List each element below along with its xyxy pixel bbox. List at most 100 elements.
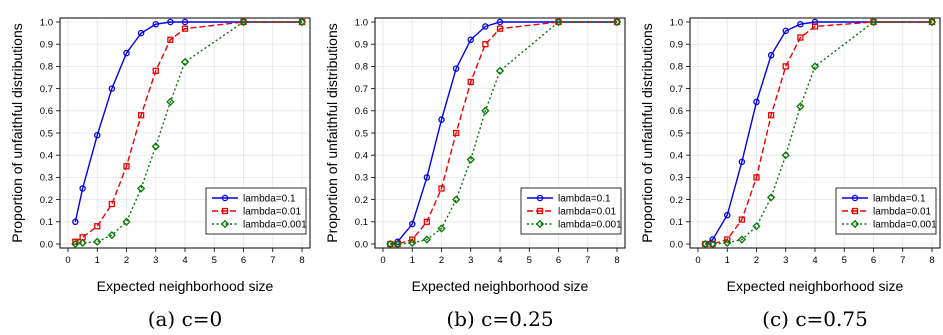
y-tick-label: 0.9	[355, 40, 368, 51]
data-point	[496, 18, 504, 26]
legend-label: lambda=0.1	[873, 194, 926, 205]
series-line	[390, 21, 617, 245]
data-point	[452, 129, 460, 137]
legend-marker	[221, 194, 229, 202]
y-axis-label: Proportion of unfaithful distributions	[324, 23, 340, 242]
legend-marker	[850, 219, 860, 229]
data-point	[467, 78, 474, 86]
data-point	[554, 17, 563, 27]
panel-caption: (b) c=0.25	[446, 307, 553, 331]
data-point	[94, 223, 101, 230]
y-tick-label: 0.5	[40, 128, 53, 139]
legend: lambda=0.1 lambda=0.01 lambda=0.001	[835, 187, 937, 235]
data-point	[408, 238, 417, 248]
data-point	[466, 155, 475, 164]
data-point	[180, 57, 190, 67]
data-point	[438, 116, 445, 123]
chart-panel-2: 0 1 2 3 4 5 6 7 8 0.0 0.1 0.2 0.3 0.4 0.5 0.6 0.7 0.8 0.9 1…	[324, 17, 626, 331]
x-tick-label: 4	[182, 255, 187, 266]
legend: lambda=0.1 lambda=0.01 lambda=0.001	[205, 187, 307, 235]
data-point	[408, 220, 416, 228]
data-point	[781, 151, 790, 160]
y-tick-label: 0.6	[40, 106, 53, 117]
series-line	[390, 21, 617, 245]
y-tick-label: 0.7	[355, 84, 368, 95]
y-tick-label: 0.4	[355, 151, 368, 162]
data-point	[167, 36, 174, 43]
legend-marker	[536, 207, 544, 215]
x-tick-label: 7	[585, 255, 590, 266]
data-point	[297, 17, 307, 27]
data-point	[122, 217, 131, 226]
series-line	[74, 21, 302, 243]
x-tick-label: 1	[725, 255, 730, 266]
legend-label: lambda=0.001	[558, 220, 622, 231]
y-tick-label: 0.2	[670, 195, 683, 206]
data-point	[467, 36, 474, 44]
x-tick-label: 6	[871, 255, 876, 266]
data-point	[767, 112, 775, 119]
y-tick-label: 0.9	[40, 40, 53, 51]
data-point	[737, 235, 746, 244]
series-line	[74, 21, 302, 222]
data-point	[753, 98, 760, 106]
data-point	[151, 142, 160, 151]
y-tick-label: 0.2	[40, 195, 53, 206]
series-lambda-0-001	[701, 17, 937, 249]
data-point	[738, 158, 746, 166]
data-point	[94, 131, 101, 139]
x-tick-label: 7	[900, 255, 905, 266]
data-point	[386, 239, 395, 249]
y-tick-label: 0.8	[670, 62, 683, 73]
y-tick-label: 0.8	[355, 62, 368, 73]
data-point	[409, 236, 416, 243]
data-point	[724, 211, 731, 219]
x-tick-label: 0	[695, 255, 700, 266]
data-point	[752, 222, 761, 231]
series-line	[390, 21, 617, 245]
x-tick-label: 0	[65, 255, 70, 266]
x-tick-label: 4	[497, 255, 502, 266]
legend-label: lambda=0.01	[873, 207, 932, 218]
data-point	[423, 218, 431, 225]
x-tick-label: 6	[556, 255, 561, 266]
y-tick-label: 0.1	[355, 217, 368, 228]
data-point	[612, 17, 622, 27]
data-point	[393, 239, 402, 249]
x-tick-label: 5	[842, 255, 847, 266]
data-point	[482, 23, 489, 30]
legend-label: lambda=0.1	[243, 194, 296, 205]
y-tick-label: 0.2	[355, 195, 368, 206]
data-point	[796, 102, 805, 111]
data-point	[782, 27, 790, 35]
data-point	[723, 238, 732, 248]
legend-marker	[220, 219, 230, 229]
data-point	[107, 231, 116, 240]
y-tick-label: 0.8	[40, 62, 53, 73]
x-tick-label: 5	[527, 255, 532, 266]
data-point	[811, 23, 819, 30]
x-tick-label: 8	[614, 255, 619, 266]
legend-label: lambda=0.01	[243, 207, 302, 218]
data-point	[422, 235, 431, 244]
data-point	[166, 97, 175, 107]
y-tick-label: 0.3	[40, 173, 53, 184]
data-point	[753, 174, 760, 181]
y-tick-label: 0.3	[355, 173, 368, 184]
data-point	[782, 63, 789, 70]
x-tick-label: 8	[299, 255, 304, 266]
chart-panel-3: 0 1 2 3 4 5 6 7 8 0.0 0.1 0.2 0.3 0.4 0.5 0.6 0.7 0.8 0.9 1…	[639, 17, 941, 331]
data-point	[724, 236, 731, 243]
data-point	[137, 184, 146, 193]
data-point	[438, 185, 445, 192]
data-point	[738, 216, 746, 223]
y-tick-label: 1.0	[670, 17, 683, 28]
x-tick-label: 3	[468, 255, 473, 266]
x-tick-label: 7	[270, 255, 275, 266]
data-point	[481, 106, 490, 115]
data-point	[452, 195, 461, 204]
y-tick-label: 0.0	[670, 239, 683, 250]
series-lambda-0-001	[71, 17, 307, 249]
x-tick-label: 1	[410, 255, 415, 266]
